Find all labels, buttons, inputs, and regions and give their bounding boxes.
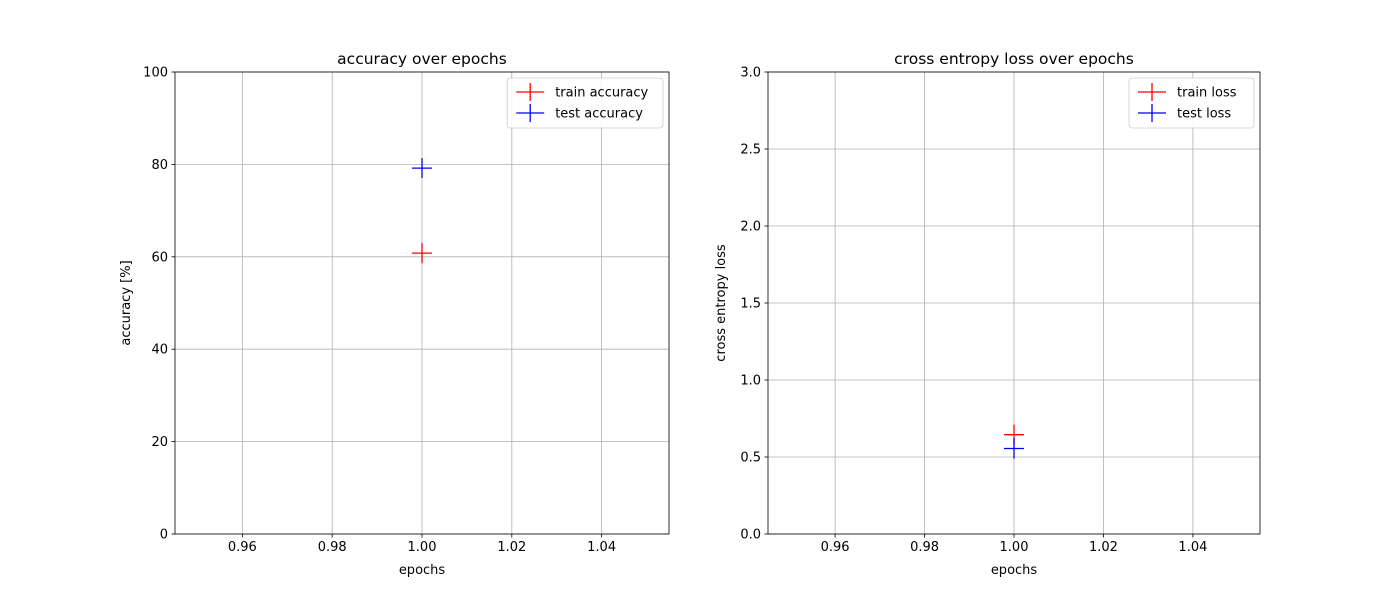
y-axis-label: cross entropy loss (714, 244, 729, 362)
legend: train accuracy test accuracy (506, 77, 664, 129)
legend-label: train loss (1177, 86, 1237, 101)
y-axis-label: accuracy [%] (119, 260, 134, 345)
data-point-test-loss (1004, 438, 1024, 459)
x-tick-label: 0.98 (910, 540, 939, 555)
x-tick-label: 1.02 (1089, 540, 1118, 555)
legend-entry: test loss (1138, 104, 1231, 122)
x-tick-label: 0.98 (318, 540, 347, 555)
x-axis-label: epochs (399, 563, 446, 578)
legend-label: train accuracy (555, 86, 648, 101)
x-tick-label: 1.04 (587, 540, 616, 555)
y-tick-label: 2.0 (740, 220, 761, 235)
x-axis-label: epochs (991, 563, 1038, 578)
x-tick-label: 1.00 (408, 540, 437, 555)
y-tick-label: 0.0 (740, 528, 761, 543)
legend-label: test loss (1177, 107, 1231, 122)
legend-entry: test accuracy (516, 104, 643, 122)
y-tick-label: 40 (151, 343, 168, 358)
y-tick-label: 2.5 (740, 143, 761, 158)
y-tick-label: 0 (160, 528, 168, 543)
legend: train loss test loss (1128, 77, 1255, 129)
legend-label: test accuracy (555, 107, 643, 122)
y-tick-label: 0.5 (740, 451, 761, 466)
y-tick-label: 1.5 (740, 297, 761, 312)
y-tick-label: 1.0 (740, 374, 761, 389)
legend-entry: train loss (1138, 83, 1237, 101)
chart-title: cross entropy loss over epochs (894, 50, 1134, 68)
legend-entry: train accuracy (516, 83, 649, 101)
legend-box (506, 77, 664, 129)
data-point-train-accuracy (412, 243, 432, 264)
y-tick-label: 20 (151, 435, 168, 450)
y-tick-label: 100 (143, 66, 168, 81)
y-tick-label: 60 (151, 250, 168, 265)
x-tick-label: 1.02 (497, 540, 526, 555)
x-tick-label: 0.96 (228, 540, 257, 555)
chart-title: accuracy over epochs (337, 50, 507, 68)
loss-chart: 0.96 0.98 1.00 1.02 1.04 0.0 0.5 1.0 1.5 2.0 2.5 3.… (714, 50, 1261, 578)
legend-box (1128, 77, 1255, 129)
x-tick-label: 1.04 (1178, 540, 1207, 555)
x-tick-label: 1.00 (1000, 540, 1029, 555)
x-tick-label: 0.96 (821, 540, 850, 555)
data-point-test-accuracy (412, 158, 432, 179)
y-tick-label: 3.0 (740, 66, 761, 81)
accuracy-chart: 0.96 0.98 1.00 1.02 1.04 0 20 40 60 80 100 accuracy… (119, 50, 670, 578)
y-tick-label: 80 (151, 158, 168, 173)
